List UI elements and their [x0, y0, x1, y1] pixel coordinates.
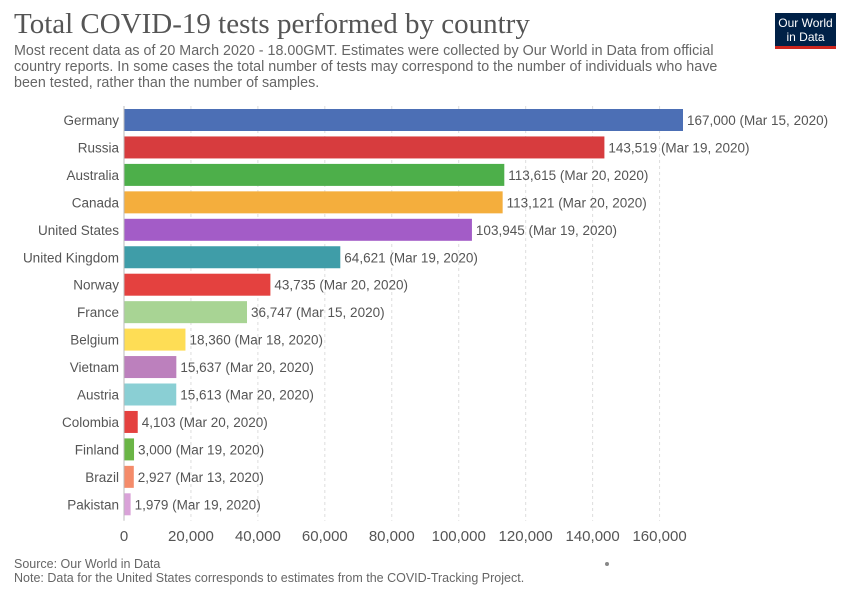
bar-norway[interactable]	[124, 273, 271, 296]
x-tick-label: 60,000	[302, 528, 348, 545]
bar-united-kingdom[interactable]	[124, 246, 341, 269]
x-tick-label: 20,000	[168, 528, 214, 545]
chart-title: Total COVID-19 tests performed by countr…	[14, 8, 530, 40]
bar-germany[interactable]	[124, 109, 683, 131]
category-label: Colombia	[62, 415, 120, 430]
category-label: Canada	[72, 195, 120, 210]
value-label: 103,945 (Mar 19, 2020)	[476, 223, 617, 238]
footer-dot	[605, 562, 609, 566]
x-tick-label: 100,000	[432, 528, 486, 545]
x-tick-label: 140,000	[566, 528, 620, 545]
x-tick-label: 0	[120, 528, 128, 545]
logo-line-1: Our World	[778, 16, 833, 30]
value-label: 3,000 (Mar 19, 2020)	[138, 442, 264, 457]
category-label: Pakistan	[67, 497, 119, 512]
value-label: 167,000 (Mar 15, 2020)	[687, 113, 828, 128]
category-label: Australia	[66, 168, 119, 183]
value-label: 4,103 (Mar 20, 2020)	[142, 415, 268, 430]
value-label: 1,979 (Mar 19, 2020)	[135, 497, 261, 512]
category-label: United States	[38, 223, 119, 238]
category-label: United Kingdom	[23, 250, 119, 265]
source-note: Source: Our World in Data	[14, 557, 161, 571]
category-label: Russia	[78, 140, 120, 155]
category-label: Germany	[63, 113, 119, 128]
bar-belgium[interactable]	[124, 328, 186, 351]
bar-finland[interactable]	[124, 438, 135, 461]
category-label: Norway	[73, 278, 119, 293]
bar-france[interactable]	[124, 301, 248, 324]
x-tick-label: 80,000	[369, 528, 415, 545]
category-label: Vietnam	[70, 360, 119, 375]
category-label: Finland	[75, 442, 119, 457]
bar-austria[interactable]	[124, 383, 177, 406]
category-label: Belgium	[70, 333, 119, 348]
bar-colombia[interactable]	[124, 410, 138, 433]
value-label: 43,735 (Mar 20, 2020)	[274, 278, 408, 293]
logo-line-2: in Data	[786, 30, 825, 44]
value-label: 15,613 (Mar 20, 2020)	[180, 388, 314, 403]
value-label: 15,637 (Mar 20, 2020)	[180, 360, 314, 375]
chart-subtitle: Most recent data as of 20 March 2020 - 1…	[14, 43, 718, 91]
footnote: Note: Data for the United States corresp…	[14, 571, 525, 585]
bar-canada[interactable]	[124, 191, 503, 214]
value-label: 113,615 (Mar 20, 2020)	[508, 168, 648, 183]
bar-brazil[interactable]	[124, 465, 134, 488]
value-label: 2,927 (Mar 13, 2020)	[138, 470, 264, 485]
bar-pakistan[interactable]	[124, 493, 131, 516]
value-label: 143,519 (Mar 19, 2020)	[608, 140, 749, 155]
category-label: France	[77, 305, 119, 320]
bar-united-states[interactable]	[124, 218, 472, 241]
bar-australia[interactable]	[124, 163, 505, 186]
value-label: 18,360 (Mar 18, 2020)	[189, 333, 323, 348]
value-label: 36,747 (Mar 15, 2020)	[251, 305, 385, 320]
category-label: Brazil	[85, 470, 119, 485]
x-tick-label: 40,000	[235, 528, 281, 545]
bar-russia[interactable]	[124, 136, 605, 159]
x-tick-label: 160,000	[632, 528, 686, 545]
value-label: 113,121 (Mar 20, 2020)	[507, 195, 647, 210]
value-label: 64,621 (Mar 19, 2020)	[344, 250, 478, 265]
x-tick-label: 120,000	[499, 528, 553, 545]
owid-logo[interactable]: Our World in Data	[775, 13, 836, 49]
category-label: Austria	[77, 388, 120, 403]
bar-vietnam[interactable]	[124, 356, 177, 379]
